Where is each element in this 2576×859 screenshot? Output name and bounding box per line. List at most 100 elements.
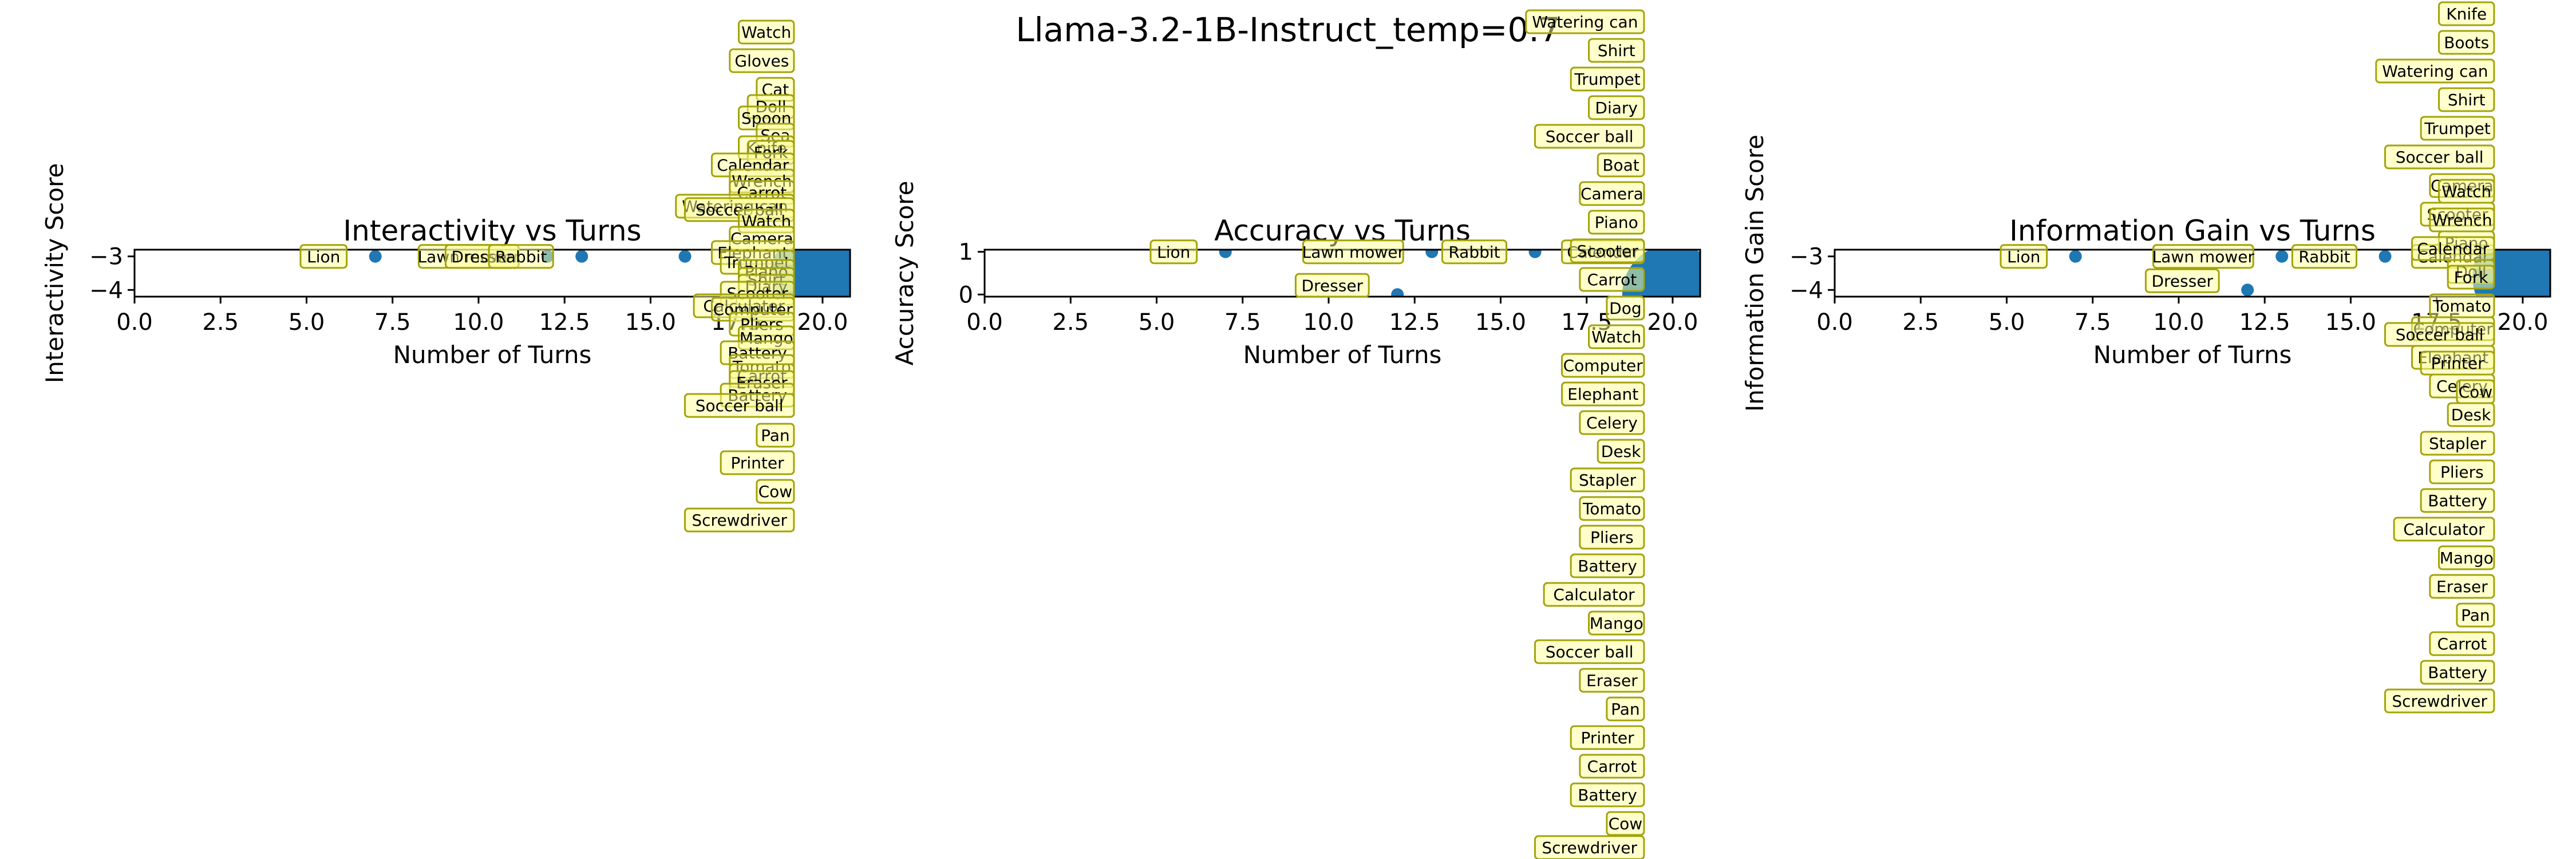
stacked-label-box bbox=[1588, 95, 1645, 120]
stacked-label-text: Pliers bbox=[2440, 463, 2484, 482]
stacked-label: Watch bbox=[738, 19, 795, 45]
stacked-label: Battery bbox=[1570, 553, 1645, 578]
stacked-label-text: Printer bbox=[1581, 728, 1634, 747]
stacked-label-box bbox=[1579, 181, 1645, 206]
data-point bbox=[1528, 250, 1542, 258]
x-tick-label: 10.0 bbox=[453, 309, 504, 336]
stacked-label-text: Pliers bbox=[1590, 528, 1634, 547]
stacked-label: Carrot bbox=[2429, 631, 2495, 656]
x-tick-label: 5.0 bbox=[1139, 309, 1175, 336]
stacked-label-box bbox=[2456, 602, 2495, 628]
stacked-label: Eraser bbox=[1579, 668, 1645, 693]
stacked-label-text: Screwdriver bbox=[2392, 692, 2487, 711]
stacked-label: Watering can bbox=[1525, 9, 1645, 34]
x-tick-label: 2.5 bbox=[1902, 309, 1939, 336]
stacked-label-box bbox=[2420, 660, 2495, 685]
stacked-label: Screwdriver bbox=[1534, 835, 1645, 859]
chart-title: Information Gain vs Turns bbox=[2009, 214, 2376, 247]
point-label: Rabbit bbox=[2291, 244, 2358, 269]
point-label: Dresser bbox=[2144, 268, 2220, 293]
stacked-label: Elephant bbox=[1560, 381, 1645, 407]
stacked-label-box bbox=[2375, 58, 2495, 84]
stacked-label: Cow bbox=[2456, 379, 2495, 404]
stacked-label-box bbox=[683, 393, 795, 418]
stacked-label: Gloves bbox=[729, 48, 795, 73]
stacked-label: Stapler bbox=[1570, 467, 1645, 492]
stacked-label: Battery bbox=[1570, 782, 1645, 807]
y-tick-label: −4 bbox=[1789, 277, 1823, 304]
stacked-label: Scooter bbox=[1570, 238, 1645, 263]
x-tick-label: 15.0 bbox=[625, 309, 676, 336]
stacked-label: Pliers bbox=[2429, 459, 2495, 484]
stacked-label: Shirt bbox=[1588, 38, 1645, 63]
stacked-label-box bbox=[2429, 574, 2495, 599]
point-label: Lawn mower bbox=[1302, 239, 1405, 265]
point-label: Dresser bbox=[1294, 273, 1370, 298]
stacked-label-box bbox=[683, 507, 795, 533]
stacked-label-text: Piano bbox=[1595, 213, 1638, 232]
stacked-label-box bbox=[1560, 353, 1645, 378]
stacked-label: Celery bbox=[1579, 410, 1645, 435]
stacked-label-text: Soccer ball bbox=[1546, 127, 1634, 146]
stacked-label: Computer bbox=[1560, 353, 1645, 378]
point-label-text: Rabbit bbox=[495, 247, 547, 266]
x-tick-label: 20.0 bbox=[2497, 309, 2548, 336]
x-tick-label: 7.5 bbox=[1224, 309, 1261, 336]
stacked-label: Printer bbox=[1570, 725, 1645, 750]
stacked-label: Boat bbox=[1597, 152, 1645, 178]
stacked-label: Piano bbox=[1588, 210, 1645, 235]
stacked-label-box bbox=[1579, 525, 1645, 550]
data-point bbox=[1219, 250, 1232, 258]
stacked-label-text: Watering can bbox=[1532, 13, 1638, 31]
stacked-label-text: Battery bbox=[1578, 786, 1637, 805]
stacked-label-text: Pan bbox=[761, 426, 790, 445]
stacked-label: Desk bbox=[1597, 439, 1645, 464]
stacked-label-text: Screwdriver bbox=[692, 511, 787, 530]
stacked-label-box bbox=[1570, 553, 1645, 578]
stacked-label-box bbox=[1579, 668, 1645, 693]
stacked-label-text: Dog bbox=[1609, 299, 1641, 318]
stacked-label-text: Trumpet bbox=[2424, 119, 2491, 138]
stacked-label-text: Diary bbox=[1595, 98, 1638, 117]
stacked-label-text: Desk bbox=[2451, 405, 2491, 424]
point-label: Lion bbox=[2000, 244, 2048, 269]
stacked-label-box bbox=[1534, 124, 1645, 149]
stacked-label-box bbox=[2384, 144, 2495, 170]
x-axis-label: Number of Turns bbox=[2093, 341, 2292, 369]
stacked-label-box bbox=[1588, 38, 1645, 63]
data-point bbox=[2275, 250, 2289, 263]
y-tick-label: 1 bbox=[959, 239, 973, 266]
point-label-text: Lion bbox=[307, 247, 340, 266]
x-tick-label: 2.5 bbox=[202, 309, 239, 336]
x-tick-label: 20.0 bbox=[797, 309, 848, 336]
stacked-label-box bbox=[2429, 631, 2495, 656]
stacked-label: Watering can bbox=[2375, 58, 2495, 84]
point-label: Rabbit bbox=[488, 244, 554, 269]
stacked-label-box bbox=[1597, 439, 1645, 464]
stacked-label: Trumpet bbox=[1570, 66, 1645, 92]
stacked-label-text: Eraser bbox=[2436, 577, 2488, 596]
stacked-label: Battery bbox=[2420, 488, 2495, 513]
x-tick-label: 12.5 bbox=[1389, 309, 1440, 336]
stacked-label-box bbox=[1534, 639, 1645, 664]
stacked-label-box bbox=[1588, 210, 1645, 235]
stacked-label-box bbox=[2438, 545, 2495, 570]
x-tick-label: 20.0 bbox=[1647, 309, 1698, 336]
stacked-label: Printer bbox=[720, 450, 795, 475]
stacked-label: Soccer ball bbox=[1534, 124, 1645, 149]
stacked-label: Carrot bbox=[1579, 754, 1645, 779]
stacked-label-text: Calculator bbox=[2403, 520, 2485, 539]
point-label-box bbox=[1302, 239, 1404, 265]
point-label-box bbox=[2144, 268, 2220, 293]
x-tick-label: 7.5 bbox=[374, 309, 411, 336]
stacked-label-text: Battery bbox=[2428, 663, 2487, 682]
stacked-label-text: Cow bbox=[758, 482, 793, 501]
stacked-label-text: Desk bbox=[1601, 442, 1641, 461]
stacked-label: Cow bbox=[756, 479, 795, 504]
stacked-label: Tomato bbox=[1579, 496, 1645, 521]
stacked-label-box bbox=[1579, 754, 1645, 779]
point-label-box bbox=[1294, 273, 1370, 298]
chart-2: Information Gain vs Turns 0.0 2.5 5.0 7.5 10.… bbox=[1741, 1, 2551, 714]
stacked-label: Calendar bbox=[2411, 236, 2495, 261]
